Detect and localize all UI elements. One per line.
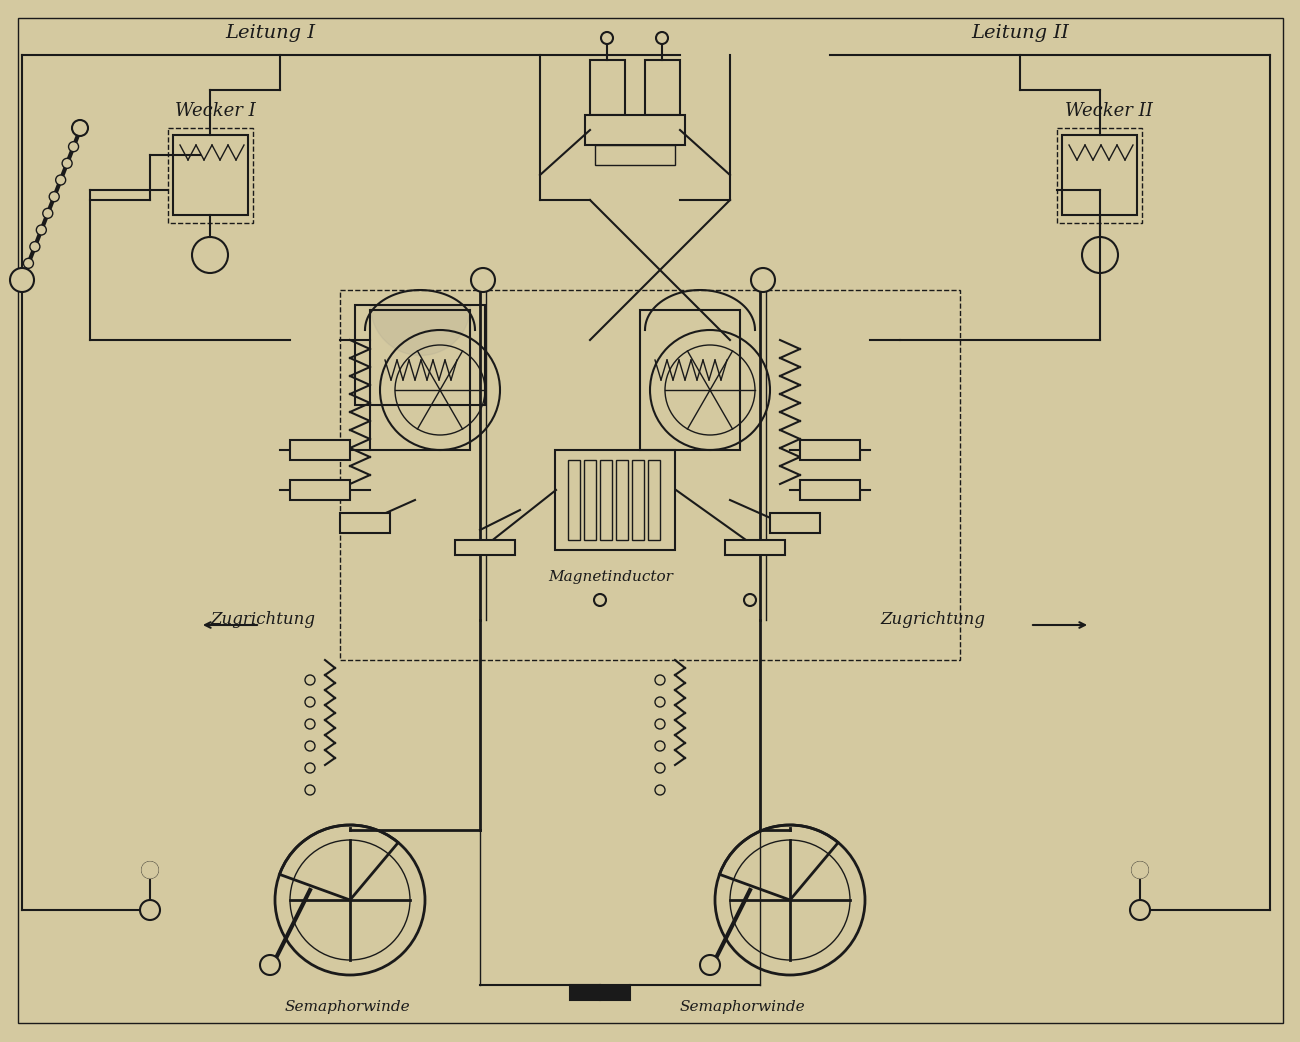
Bar: [455, 540, 515, 555]
Text: Magnetinductor: Magnetinductor: [549, 570, 673, 584]
Bar: [568, 460, 580, 540]
Bar: [800, 440, 861, 460]
Text: Leitung I: Leitung I: [225, 24, 315, 42]
Bar: [569, 985, 630, 1000]
Bar: [800, 480, 861, 500]
Bar: [647, 460, 660, 540]
Circle shape: [72, 120, 88, 137]
Circle shape: [751, 268, 775, 292]
Bar: [173, 135, 248, 215]
Text: Zugrichtung: Zugrichtung: [211, 612, 315, 628]
Bar: [601, 460, 612, 540]
Bar: [640, 311, 740, 450]
Circle shape: [10, 268, 34, 292]
Circle shape: [49, 192, 60, 202]
Text: Wecker II: Wecker II: [1065, 102, 1153, 120]
Bar: [555, 450, 675, 550]
Bar: [290, 480, 350, 500]
Bar: [355, 305, 485, 405]
Circle shape: [471, 268, 495, 292]
Bar: [770, 513, 820, 534]
Circle shape: [36, 225, 47, 235]
Bar: [168, 128, 254, 223]
Circle shape: [17, 275, 27, 286]
Circle shape: [142, 862, 159, 878]
Bar: [585, 115, 685, 145]
Bar: [290, 440, 350, 460]
Circle shape: [656, 32, 668, 44]
Circle shape: [140, 900, 160, 920]
Bar: [341, 290, 959, 660]
Bar: [645, 60, 680, 115]
Bar: [632, 460, 644, 540]
Circle shape: [1130, 900, 1150, 920]
Bar: [341, 513, 390, 534]
Bar: [370, 311, 471, 450]
Circle shape: [30, 242, 40, 252]
Circle shape: [594, 594, 606, 606]
Circle shape: [23, 258, 34, 269]
Text: Wecker I: Wecker I: [176, 102, 256, 120]
Wedge shape: [719, 825, 838, 900]
Circle shape: [56, 175, 66, 185]
Circle shape: [43, 208, 53, 219]
Text: Zugrichtung: Zugrichtung: [880, 612, 985, 628]
Circle shape: [744, 594, 757, 606]
Bar: [595, 145, 675, 165]
Text: Leitung II: Leitung II: [971, 24, 1069, 42]
Bar: [590, 60, 625, 115]
Text: Semaphorwinde: Semaphorwinde: [680, 1000, 806, 1014]
Circle shape: [75, 125, 84, 135]
Circle shape: [1132, 862, 1148, 878]
Bar: [584, 460, 595, 540]
Circle shape: [69, 142, 78, 152]
Text: Semaphorwinde: Semaphorwinde: [285, 1000, 411, 1014]
Circle shape: [62, 158, 72, 169]
Bar: [616, 460, 628, 540]
Wedge shape: [280, 825, 398, 900]
Circle shape: [260, 956, 280, 975]
Circle shape: [601, 32, 614, 44]
Bar: [1057, 128, 1141, 223]
Bar: [1062, 135, 1138, 215]
Bar: [725, 540, 785, 555]
Circle shape: [699, 956, 720, 975]
